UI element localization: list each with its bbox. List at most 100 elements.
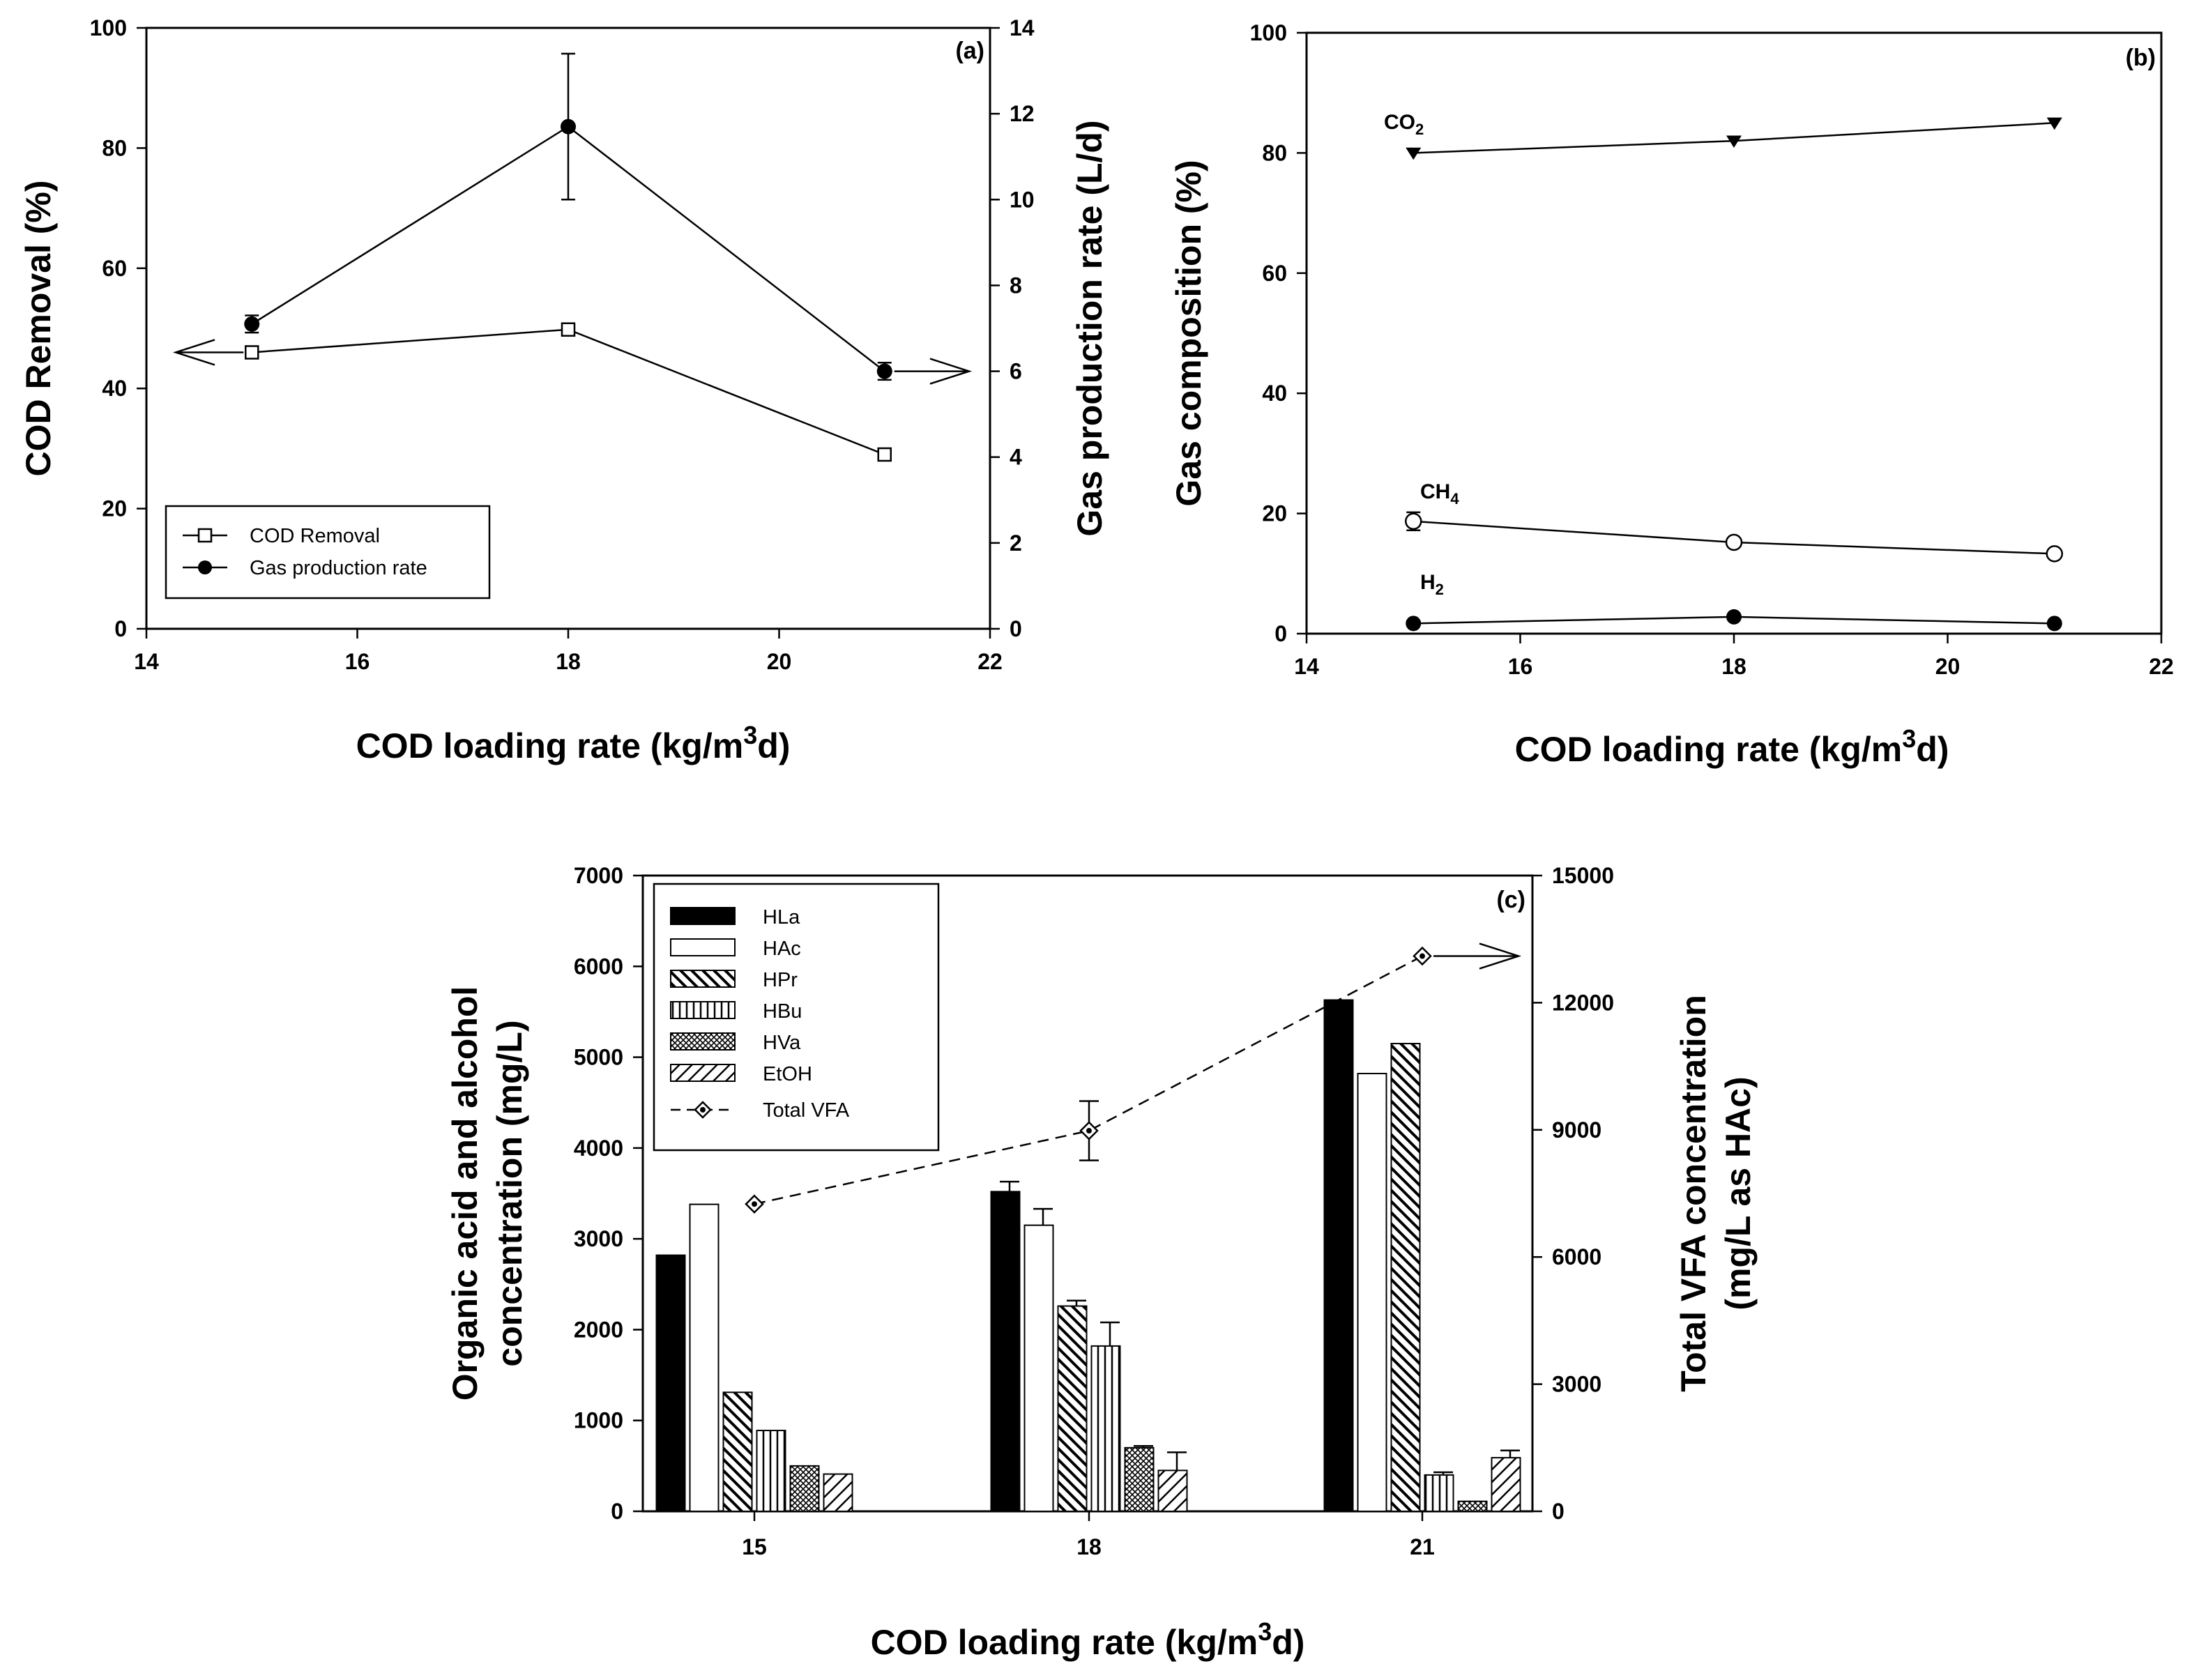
panel-c-y2-tick-label: 0 <box>1552 1499 1565 1524</box>
panel-c-y-tick-label: 3000 <box>574 1226 623 1251</box>
panel-c-x-tick-label: 21 <box>1410 1534 1435 1559</box>
panel-a-axes: 14 16 18 20 22 0 20 40 60 80 100 0 2 4 6 8 10 12 14 <box>90 15 1035 674</box>
h2-series-label: H2 <box>1420 571 1444 598</box>
hpr-bar <box>1390 1043 1421 1512</box>
hac-bar <box>1023 1224 1054 1512</box>
panel-c-letter: (c) <box>1496 887 1525 913</box>
legend-hva-label: HVa <box>763 1032 801 1054</box>
hac-bar <box>1357 1073 1387 1512</box>
panel-c-y2-tick-label: 6000 <box>1552 1244 1601 1269</box>
panel-a-x-tick-label: 16 <box>345 649 370 674</box>
panel-c-y2-tick-label: 3000 <box>1552 1372 1601 1397</box>
total-vfa-point-dot <box>1420 953 1425 959</box>
panel-a-x-axis-label: COD loading rate (kg/m3d) <box>356 721 791 765</box>
panel-a-legend: COD Removal Gas production rate <box>165 505 491 600</box>
panel-a-marks <box>172 52 973 462</box>
panel-c-y-tick-label: 7000 <box>574 863 623 888</box>
panel-a-x-tick-label: 22 <box>977 649 1003 674</box>
gas-production-rate-point <box>876 363 892 379</box>
hbu-bar <box>1424 1474 1454 1513</box>
cod-removal-line <box>252 328 885 456</box>
cod-removal-point <box>245 345 259 360</box>
legend-total-vfa-marker-dot <box>700 1107 706 1113</box>
legend-hla-label: HLa <box>763 906 800 929</box>
panel-b-y-tick-label: 60 <box>1262 261 1287 286</box>
hva-bar <box>789 1465 820 1513</box>
panel-c-y-tick-label: 0 <box>611 1499 623 1524</box>
panel-b-y-tick-label: 100 <box>1250 20 1287 45</box>
panel-c-y-tick-label: 1000 <box>574 1408 623 1433</box>
panel-c-y2-tick-label: 9000 <box>1552 1117 1601 1143</box>
legend-hac-label: HAc <box>763 938 801 960</box>
panel-b-y-tick-label: 20 <box>1262 501 1287 526</box>
ch4-point <box>1725 533 1743 551</box>
legend-hac-swatch <box>670 938 736 956</box>
hpr-bar <box>722 1391 753 1512</box>
total-vfa-point-dot <box>1086 1128 1092 1134</box>
panel-c-y2-axis-label: Total VFA concentration (mg/L as HAc) <box>1674 995 1758 1391</box>
total-vfa-point-dot <box>752 1201 757 1207</box>
panel-b-x-axis-label: COD loading rate (kg/m3d) <box>1515 724 1949 769</box>
panel-b-marks <box>1405 117 2063 632</box>
panel-b-y-tick-label: 40 <box>1262 381 1287 406</box>
legend-hla-swatch <box>670 907 736 925</box>
etoh-bar <box>1491 1457 1521 1512</box>
legend-gas-production-rate-label: Gas production rate <box>250 557 427 579</box>
panel-c-x-tick-label: 15 <box>742 1534 767 1559</box>
panel-a-x-tick-label: 18 <box>556 649 581 674</box>
hva-bar <box>1457 1500 1488 1512</box>
legend-etoh-swatch <box>670 1064 736 1082</box>
panel-b: (b) 14 16 18 20 22 0 20 40 60 80 100 Gas compositi… <box>1169 20 2174 769</box>
legend-cod-removal-marker <box>197 528 213 543</box>
panel-c-y-axis-label: Organic acid and alcohol concentration (m… <box>446 986 529 1401</box>
panel-c-y-tick-label: 4000 <box>574 1136 623 1161</box>
hbu-bar <box>1090 1345 1121 1512</box>
panel-c-y-tick-label: 2000 <box>574 1317 623 1342</box>
cod-removal-axis-arrow-head <box>172 339 215 366</box>
cod-removal-point <box>561 322 576 337</box>
panel-b-y-axis-label: Gas composition (%) <box>1169 160 1208 506</box>
panel-a-y-tick-label: 0 <box>114 616 127 641</box>
legend-hva-swatch <box>670 1032 736 1051</box>
legend-hpr-swatch <box>670 970 736 988</box>
panel-a-y2-tick-label: 10 <box>1010 187 1035 212</box>
panel-b-x-tick-label: 18 <box>1721 654 1746 679</box>
gas-production-rate-axis-arrow-head <box>929 358 973 385</box>
ch4-series-label: CH4 <box>1420 480 1459 507</box>
total-vfa-axis-arrow-head <box>1479 942 1522 970</box>
hla-bar <box>990 1191 1021 1512</box>
hac-bar <box>689 1203 720 1512</box>
panel-b-x-tick-label: 14 <box>1294 654 1319 679</box>
total-vfa-line <box>754 955 1423 1205</box>
panel-a-y2-tick-label: 0 <box>1010 616 1022 641</box>
co2-point <box>1406 147 1422 160</box>
panel-c-y2-tick-label: 12000 <box>1552 990 1614 1015</box>
co2-series-label: CO2 <box>1384 111 1424 138</box>
panel-a-y2-tick-label: 4 <box>1010 445 1022 470</box>
hva-bar <box>1124 1446 1155 1513</box>
hla-bar <box>655 1254 686 1512</box>
panel-b-axes: 14 16 18 20 22 0 20 40 60 80 100 <box>1250 20 2174 679</box>
panel-b-y-tick-label: 0 <box>1274 621 1287 646</box>
panel-a-y2-axis-label: Gas production rate (L/d) <box>1070 120 1109 536</box>
panel-c-axes: 15 18 21 0 1000 2000 3000 4000 5000 6000 7000 0 3000… <box>574 863 1614 1559</box>
panel-a-y2-tick-label: 2 <box>1010 530 1022 556</box>
h2-point <box>2046 616 2062 632</box>
panel-c-y2-tick-label: 15000 <box>1552 863 1614 888</box>
panel-a-x-tick-label: 20 <box>767 649 792 674</box>
legend-cod-removal-label: COD Removal <box>250 525 380 547</box>
h2-point <box>1726 609 1742 625</box>
legend-hbu-label: HBu <box>763 1000 802 1023</box>
legend-hpr-label: HPr <box>763 969 798 991</box>
gas-production-rate-point <box>561 119 576 135</box>
panel-c-x-tick-label: 18 <box>1076 1534 1102 1559</box>
panel-a: (a) 14 16 18 20 22 0 20 40 60 80 100 0 2 4 6 8 10 12 14 CO… <box>19 15 1109 765</box>
panel-c-frame <box>641 874 1534 1513</box>
ch4-point <box>2046 545 2063 563</box>
panel-c-legend: HLa HAc HPr HBu HVa EtOH Total VFA <box>653 883 940 1152</box>
panel-b-y-tick-label: 80 <box>1262 140 1287 165</box>
gas-production-rate-point <box>244 316 260 332</box>
panel-c: (c) 15 18 21 0 1000 2000 3000 4000 5000 6000 7000 0… <box>446 863 1758 1662</box>
panel-c-x-axis-label: COD loading rate (kg/m3d) <box>871 1617 1305 1662</box>
